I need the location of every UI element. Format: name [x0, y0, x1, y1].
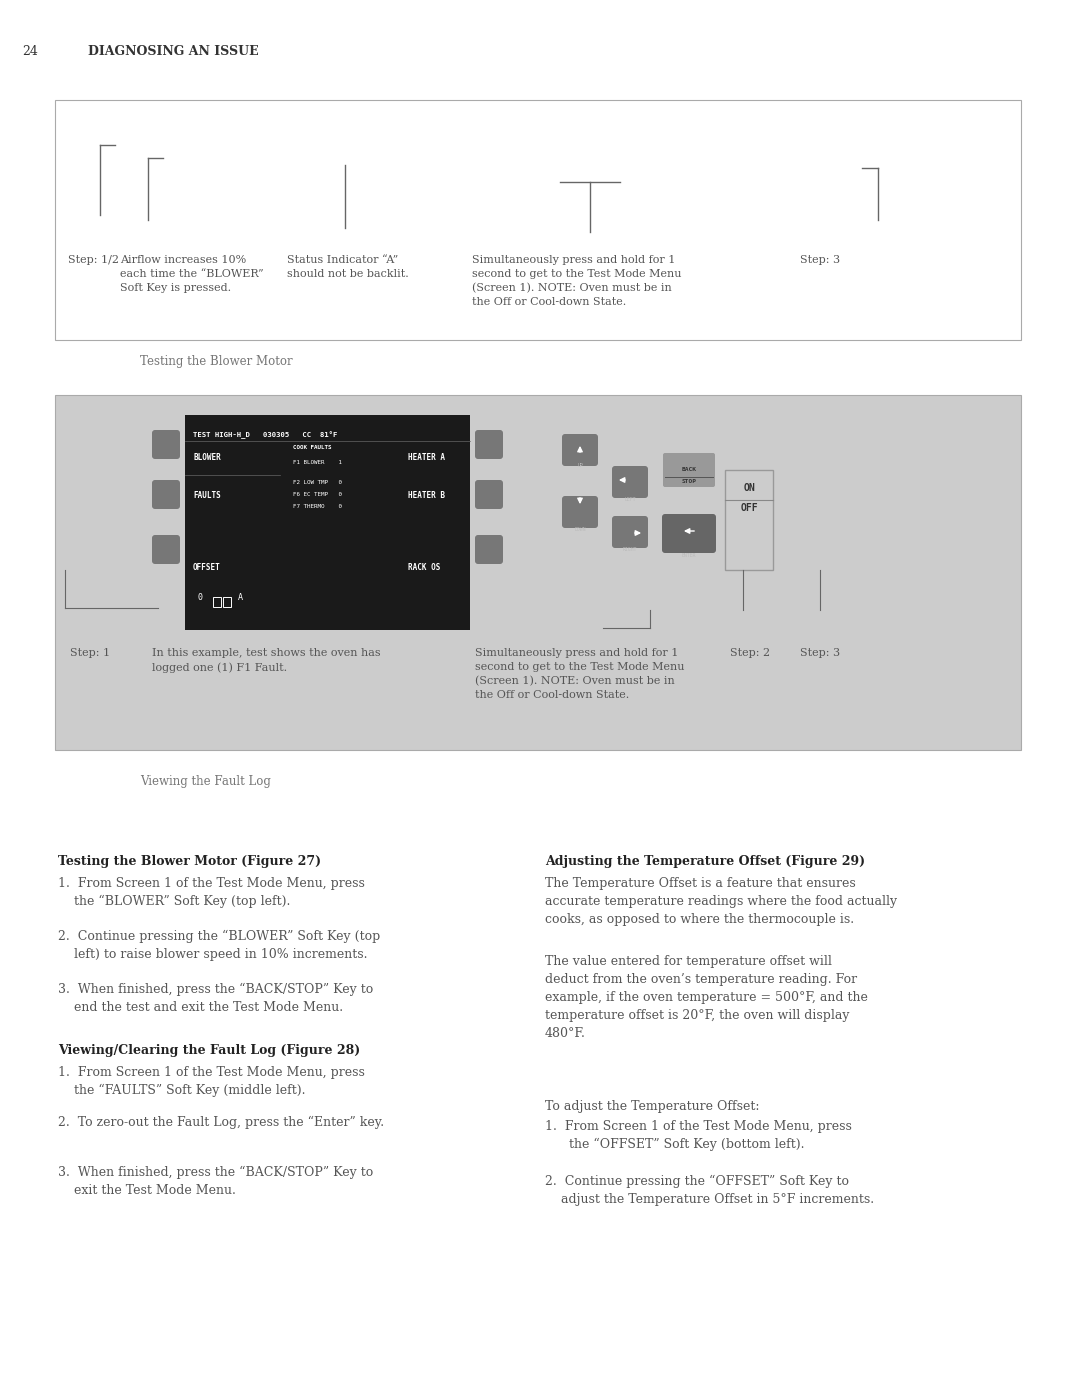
Text: DIAGNOSING AN ISSUE: DIAGNOSING AN ISSUE: [87, 45, 258, 59]
Text: Viewing the Fault Log: Viewing the Fault Log: [140, 775, 271, 788]
FancyBboxPatch shape: [663, 453, 715, 488]
Text: 3.  When finished, press the “BACK/STOP” Key to
    end the test and exit the Te: 3. When finished, press the “BACK/STOP” …: [58, 983, 374, 1014]
Text: RACK OS: RACK OS: [408, 563, 441, 571]
Text: RIGHT: RIGHT: [623, 548, 637, 552]
Text: Step: 3: Step: 3: [800, 648, 840, 658]
Text: Step: 1: Step: 1: [70, 648, 110, 658]
Text: DOWN: DOWN: [575, 527, 585, 532]
Bar: [55, 101, 1021, 339]
Bar: [725, 469, 773, 570]
Text: LEFT: LEFT: [624, 497, 636, 502]
Text: ON: ON: [743, 483, 755, 493]
Text: STOP: STOP: [681, 479, 697, 483]
FancyBboxPatch shape: [475, 481, 503, 509]
Text: The Temperature Offset is a feature that ensures
accurate temperature readings w: The Temperature Offset is a feature that…: [545, 877, 897, 926]
Text: ENTER: ENTER: [681, 553, 697, 557]
Text: Step: 1/2: Step: 1/2: [68, 256, 119, 265]
Text: Adjusting the Temperature Offset (Figure 29): Adjusting the Temperature Offset (Figure…: [545, 855, 865, 868]
Text: OFF: OFF: [740, 503, 758, 513]
FancyBboxPatch shape: [562, 496, 598, 528]
FancyBboxPatch shape: [612, 515, 648, 548]
Text: BLOWER: BLOWER: [193, 453, 220, 462]
Text: F7 THERMO    0: F7 THERMO 0: [293, 504, 342, 509]
FancyBboxPatch shape: [612, 467, 648, 497]
Text: To adjust the Temperature Offset:: To adjust the Temperature Offset:: [545, 1099, 759, 1113]
Bar: [213, 597, 221, 608]
Text: OFFSET: OFFSET: [193, 563, 220, 571]
Text: A: A: [238, 592, 243, 602]
Text: HEATER B: HEATER B: [408, 490, 445, 500]
Text: Testing the Blower Motor: Testing the Blower Motor: [140, 355, 293, 367]
Text: Step: 3: Step: 3: [800, 256, 840, 265]
FancyBboxPatch shape: [152, 430, 180, 460]
Text: FAULTS: FAULTS: [193, 490, 220, 500]
Text: TEST HIGH-H_D   030305   CC  81°F: TEST HIGH-H_D 030305 CC 81°F: [193, 432, 337, 439]
Text: The value entered for temperature offset will
deduct from the oven’s temperature: The value entered for temperature offset…: [545, 956, 868, 1039]
Text: F2 LOW TMP   0: F2 LOW TMP 0: [293, 481, 342, 485]
Text: 3.  When finished, press the “BACK/STOP” Key to
    exit the Test Mode Menu.: 3. When finished, press the “BACK/STOP” …: [58, 1166, 374, 1197]
Text: 1.  From Screen 1 of the Test Mode Menu, press
    the “FAULTS” Soft Key (middle: 1. From Screen 1 of the Test Mode Menu, …: [58, 1066, 365, 1098]
Text: 0: 0: [197, 592, 202, 602]
Text: Airflow increases 10%
each time the “BLOWER”
Soft Key is pressed.: Airflow increases 10% each time the “BLO…: [120, 256, 264, 293]
Text: Testing the Blower Motor (Figure 27): Testing the Blower Motor (Figure 27): [58, 855, 321, 868]
Text: 1.  From Screen 1 of the Test Mode Menu, press
      the “OFFSET” Soft Key (bott: 1. From Screen 1 of the Test Mode Menu, …: [545, 1120, 852, 1151]
Text: Simultaneously press and hold for 1
second to get to the Test Mode Menu
(Screen : Simultaneously press and hold for 1 seco…: [475, 648, 685, 700]
Text: 2.  To zero-out the Fault Log, press the “Enter” key.: 2. To zero-out the Fault Log, press the …: [58, 1116, 384, 1129]
Text: F6 EC TEMP   0: F6 EC TEMP 0: [293, 492, 342, 497]
Text: 1.  From Screen 1 of the Test Mode Menu, press
    the “BLOWER” Soft Key (top le: 1. From Screen 1 of the Test Mode Menu, …: [58, 877, 365, 908]
Text: COOK FAULTS: COOK FAULTS: [293, 446, 332, 450]
FancyBboxPatch shape: [475, 430, 503, 460]
FancyBboxPatch shape: [662, 514, 716, 553]
Text: F1 BLOWER    1: F1 BLOWER 1: [293, 460, 342, 465]
Text: In this example, test shows the oven has
logged one (1) F1 Fault.: In this example, test shows the oven has…: [152, 648, 380, 673]
Text: Status Indicator “A”
should not be backlit.: Status Indicator “A” should not be backl…: [287, 256, 408, 279]
Text: 2.  Continue pressing the “BLOWER” Soft Key (top
    left) to raise blower speed: 2. Continue pressing the “BLOWER” Soft K…: [58, 930, 380, 961]
Bar: [185, 415, 470, 630]
Text: 2.  Continue pressing the “OFFSET” Soft Key to
    adjust the Temperature Offset: 2. Continue pressing the “OFFSET” Soft K…: [545, 1175, 874, 1206]
Text: Viewing/Clearing the Fault Log (Figure 28): Viewing/Clearing the Fault Log (Figure 2…: [58, 1044, 361, 1058]
Text: HEATER A: HEATER A: [408, 453, 445, 462]
Text: UP: UP: [577, 462, 583, 468]
Text: Simultaneously press and hold for 1
second to get to the Test Mode Menu
(Screen : Simultaneously press and hold for 1 seco…: [472, 256, 681, 307]
Text: BACK: BACK: [681, 467, 697, 472]
FancyBboxPatch shape: [475, 535, 503, 564]
Bar: [55, 395, 1021, 750]
FancyBboxPatch shape: [562, 434, 598, 467]
FancyBboxPatch shape: [152, 535, 180, 564]
FancyBboxPatch shape: [152, 481, 180, 509]
Text: 24: 24: [22, 45, 38, 59]
Text: Step: 2: Step: 2: [730, 648, 770, 658]
Bar: [222, 597, 231, 608]
